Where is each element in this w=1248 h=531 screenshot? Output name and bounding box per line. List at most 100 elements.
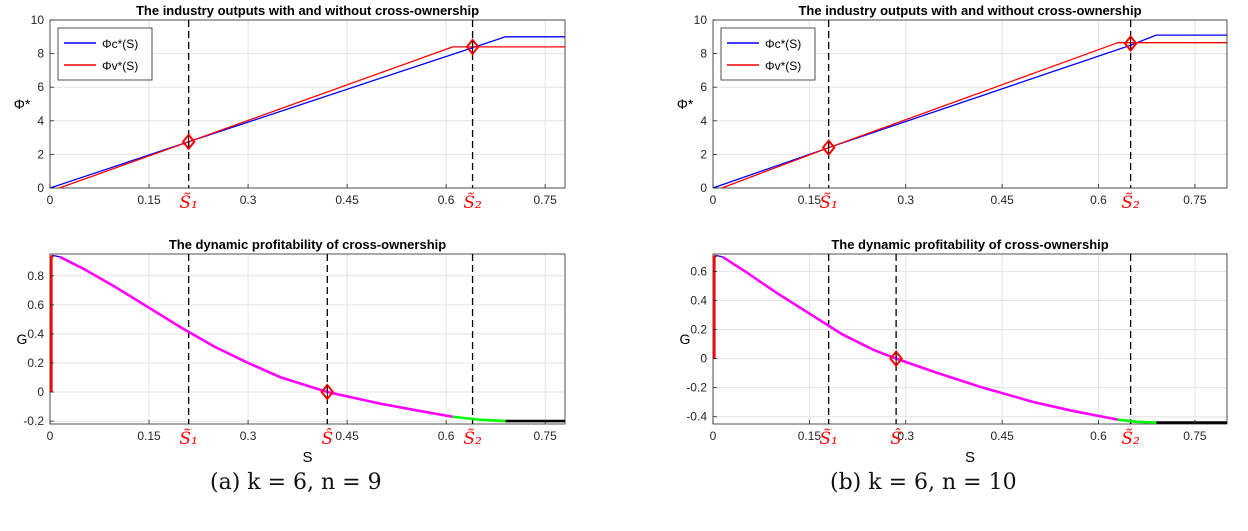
caption-b: (b) k = 6, n = 10 [830,470,1017,495]
series-line [716,254,723,258]
chart-b-top: 0 0.15 0.3 0.45 0.6 0.75 0 2 4 6 8 10 S̃₁ S̃₂ The indu… [677,3,1228,213]
y-tick-label: 0.8 [27,269,44,283]
legend-box [57,27,153,81]
intersection-marker [821,139,836,157]
x-tick-label: 0.6 [1090,193,1107,207]
y-axis-label: Φ* [677,96,694,112]
x-axis-label: S [302,449,312,466]
y-tick-label: 6 [700,80,707,94]
y-tick-label: 0.4 [27,327,44,341]
y-tick-label: -0.4 [686,410,707,424]
y-tick-label: 0.4 [690,293,707,307]
legend-box [720,27,816,81]
chart-title: The industry outputs with and without cr… [798,3,1141,18]
chart-a-top: 0 0.15 0.3 0.45 0.6 0.75 0 2 4 6 8 10 S̃₁ S̃₂ The indu… [14,3,566,213]
x-tick-label: 0 [710,429,717,443]
chart-title: The dynamic profitability of cross-owner… [169,237,446,252]
series-line [720,42,1227,188]
special-tick-label: Ŝ [890,428,902,449]
y-tick-label: 0.2 [690,323,707,337]
series-line [721,255,1119,421]
y-tick-label: 10 [694,13,708,27]
plot-area [712,253,1228,425]
x-tick-label: 0.3 [897,429,914,443]
intersection-marker [181,133,196,151]
x-tick-label: 0.6 [438,429,455,443]
x-tick-label: 0 [710,193,717,207]
series-line [713,254,717,359]
y-tick-label: 0.6 [27,298,44,312]
x-tick-label: 0.6 [1090,429,1107,443]
series-line [50,254,55,393]
special-tick-label: S̃₁ [179,193,197,213]
x-tick-label: 0.45 [990,429,1014,443]
legend-label: Φc*(S) [765,37,801,51]
intersection-marker [889,350,903,368]
y-tick-label: -0.2 [23,414,44,428]
x-tick-label: 0.15 [137,429,161,443]
x-tick-label: 0 [47,429,54,443]
series-line [53,254,61,258]
series-group [713,254,1227,424]
plot-area [49,19,566,189]
series-line [452,415,506,423]
y-tick-label: 0 [37,385,44,399]
y-tick-label: 0 [700,352,707,366]
x-tick-label: 0.75 [1183,193,1207,207]
y-tick-label: 2 [37,147,44,161]
y-axis-label: G [17,331,28,347]
plot-area [49,253,566,425]
caption-a: (a) k = 6, n = 9 [210,470,382,495]
x-tick-label: 0.3 [240,429,257,443]
legend-label: Φv*(S) [102,59,138,73]
x-tick-label: 0.75 [534,429,558,443]
chart-title: The dynamic profitability of cross-owner… [831,237,1108,252]
y-tick-label: 0.6 [690,264,707,278]
y-tick-label: 4 [37,114,44,128]
y-tick-label: 8 [37,47,44,61]
x-tick-label: 0.15 [798,429,822,443]
chart-a-bottom: 0 0.15 0.3 0.45 0.6 0.75-0.200.20.40.60.8S̃₁ Ŝ… [17,237,566,466]
y-axis-label: G [680,331,691,347]
series-line [1117,418,1157,424]
special-tick-label: S̃₁ [819,193,837,213]
series-line [59,255,453,419]
plot-area [712,19,1228,189]
legend-label: Φv*(S) [765,59,801,73]
x-tick-label: 0.45 [990,193,1014,207]
chart-b-bottom: 0 0.15 0.3 0.45 0.6 0.75 -0.4 -0.2 0 0.2 0.4 0.6 S̃₁… [680,237,1228,466]
x-axis-label: S [965,449,975,466]
legend-label: Φc*(S) [102,37,138,51]
x-tick-label: 0.3 [240,193,257,207]
x-tick-label: 0.45 [335,193,359,207]
x-tick-label: 0.75 [1183,429,1207,443]
y-tick-label: 10 [31,13,45,27]
y-tick-label: 0.2 [27,356,44,370]
series-line [57,46,565,188]
x-tick-label: 0.15 [798,193,822,207]
y-tick-label: 4 [700,114,707,128]
special-tick-label: Ŝ [321,428,333,449]
x-tick-label: 0 [47,193,54,207]
special-tick-label: S̃₁ [819,429,837,449]
special-tick-label: S̃₂ [1121,193,1140,213]
intersection-marker [1123,34,1138,53]
x-tick-label: 0.75 [534,193,558,207]
special-tick-label: S̃₂ [463,429,482,449]
x-tick-label: 0.45 [335,429,359,443]
y-tick-label: 0 [37,181,44,195]
y-tick-label: 8 [700,47,707,61]
x-tick-label: 0.15 [137,193,161,207]
x-tick-label: 0.6 [438,193,455,207]
x-tick-label: 0.3 [897,193,914,207]
special-tick-label: S̃₂ [1121,429,1140,449]
y-tick-label: 6 [37,80,44,94]
chart-title: The industry outputs with and without cr… [136,3,479,18]
special-tick-label: S̃₂ [463,193,482,213]
y-tick-label: 0 [700,181,707,195]
intersection-marker [320,383,335,401]
y-tick-label: -0.2 [686,381,707,395]
y-tick-label: 2 [700,147,707,161]
series-group [50,254,565,423]
